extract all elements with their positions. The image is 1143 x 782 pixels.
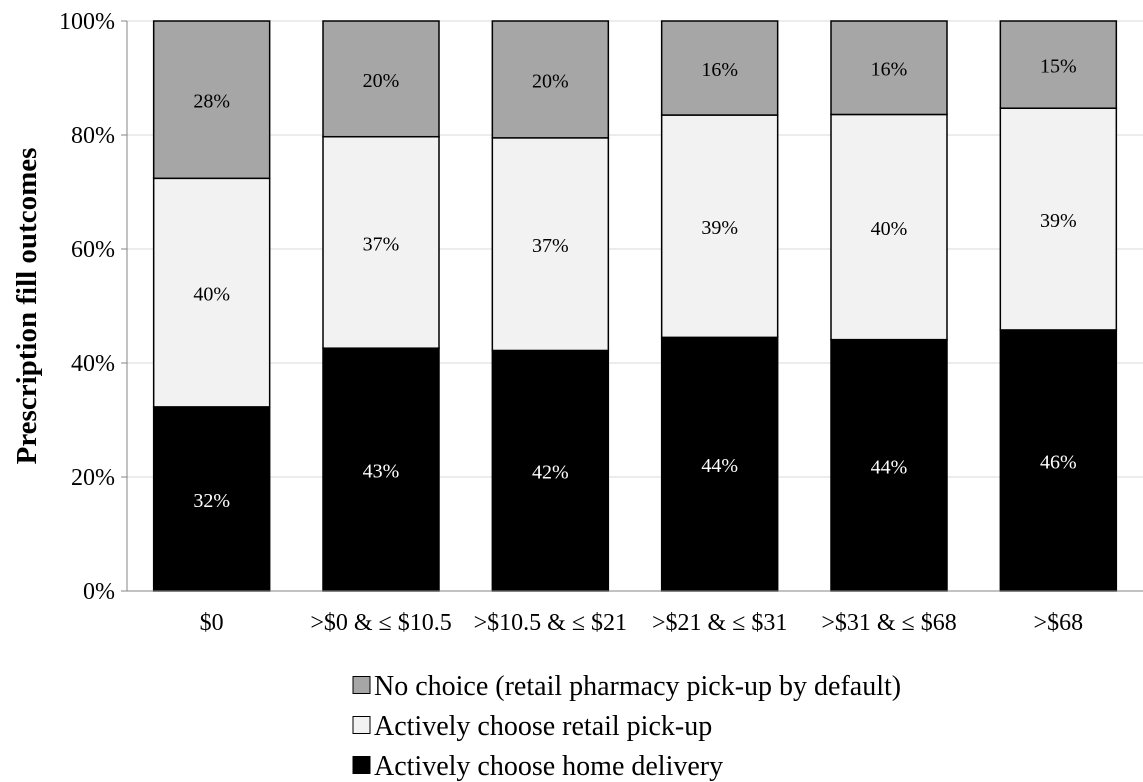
data-label: 32% xyxy=(193,490,230,512)
bar-segment xyxy=(152,177,271,408)
bar-segment xyxy=(830,20,948,116)
data-label: 39% xyxy=(701,217,738,239)
data-label: 20% xyxy=(363,70,400,92)
x-tick-label: >$31 & ≤ $68 xyxy=(821,610,956,636)
y-tick-label: 0% xyxy=(83,579,115,605)
data-label: 46% xyxy=(1040,451,1077,473)
y-tick-label: 40% xyxy=(71,351,115,377)
x-tick-label: $0 xyxy=(200,610,224,636)
data-label: 44% xyxy=(701,455,738,477)
data-label: 20% xyxy=(532,70,569,92)
data-label: 16% xyxy=(701,59,738,81)
legend-label: No choice (retail pharmacy pick-up by de… xyxy=(374,671,901,702)
gridlines xyxy=(127,20,1143,478)
data-label: 44% xyxy=(871,456,908,478)
bar-segment xyxy=(999,20,1118,109)
data-label: 39% xyxy=(1040,210,1077,232)
data-label: 42% xyxy=(532,462,569,484)
legend-swatch xyxy=(352,716,371,734)
bar-segment xyxy=(660,114,779,339)
data-label: 37% xyxy=(532,235,569,257)
data-label: 28% xyxy=(193,91,230,113)
bar-segment xyxy=(999,107,1118,331)
bars: 32% 40% 28% 43% 37% 20% 42% 37% 20% 44% 39% 16% 44% 4… xyxy=(152,20,1118,592)
legend-swatch xyxy=(352,756,371,774)
bar-segment xyxy=(660,336,779,592)
bar-segment xyxy=(830,113,948,341)
bar-segment xyxy=(491,349,610,592)
legend-label: Actively choose home delivery xyxy=(374,751,723,782)
bar-segment xyxy=(322,20,440,138)
y-axis: 0% 20% 40% 60% 80% 100% xyxy=(59,9,128,605)
bar-segment xyxy=(491,137,610,352)
bar-segment xyxy=(152,406,271,592)
bar-segment xyxy=(322,135,440,349)
data-label: 16% xyxy=(871,59,908,81)
y-tick-label: 60% xyxy=(71,237,115,263)
bar-segment xyxy=(660,20,779,116)
x-tick-label: >$0 & ≤ $10.5 xyxy=(310,610,451,636)
bar-segment xyxy=(999,329,1118,592)
x-tick-label: >$10.5 & ≤ $21 xyxy=(474,610,627,636)
data-label: 40% xyxy=(193,284,230,306)
data-label: 40% xyxy=(871,218,908,240)
x-axis: $0 >$0 & ≤ $10.5 >$10.5 & ≤ $21 >$21 & ≤ $3… xyxy=(127,590,1143,636)
y-tick-label: 100% xyxy=(59,9,115,35)
y-tick-label: 80% xyxy=(71,123,115,149)
bar-segment xyxy=(491,20,610,139)
data-label: 37% xyxy=(363,233,400,255)
legend-swatch xyxy=(352,676,371,694)
bar-segment xyxy=(152,20,271,180)
y-tick-label: 20% xyxy=(71,465,115,491)
legend: No choice (retail pharmacy pick-up by de… xyxy=(352,671,901,782)
x-tick-label: >$21 & ≤ $31 xyxy=(652,610,787,636)
y-axis-title: Prescription fill outcomes xyxy=(11,148,43,465)
data-label: 15% xyxy=(1040,56,1077,78)
data-label: 43% xyxy=(363,461,400,483)
legend-label: Actively choose retail pick-up xyxy=(374,711,712,742)
x-tick-label: >$68 xyxy=(1034,610,1084,636)
